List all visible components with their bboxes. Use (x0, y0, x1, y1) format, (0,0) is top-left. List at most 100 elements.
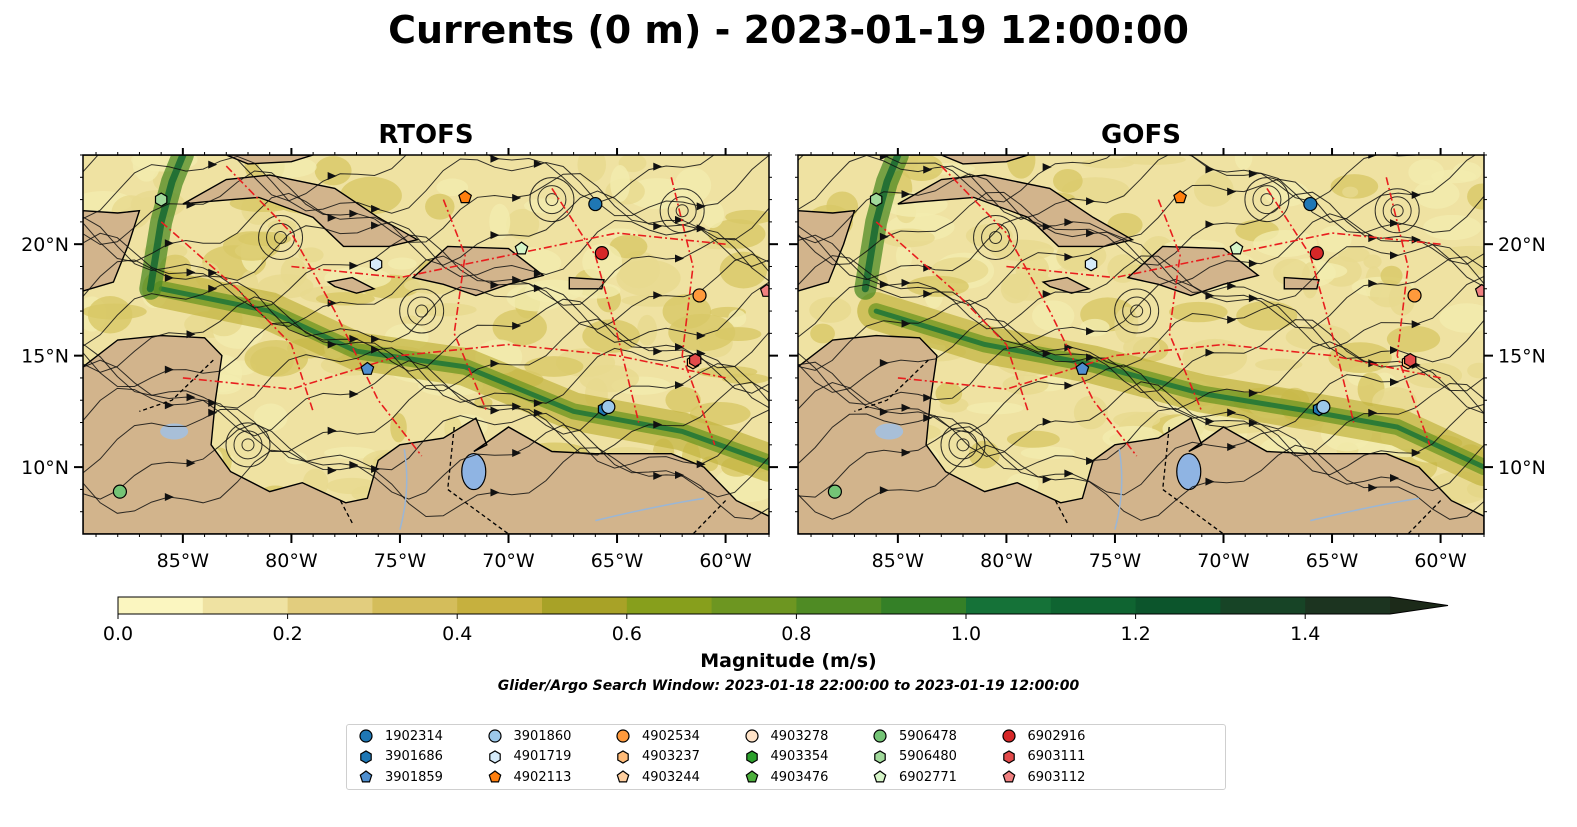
legend-label: 6903111 (1027, 749, 1086, 764)
eddy-streamline (1260, 193, 1274, 207)
lon-tick-label: 60°W (699, 550, 752, 572)
pentagon-marker-shape (1002, 770, 1015, 783)
speed-patch (719, 251, 768, 289)
streamline-arrow (696, 202, 706, 211)
eddy-streamline (258, 214, 304, 260)
maps-area: 85°W 80°W 75°W 70°W 65°W 60°W20°N15°N10°N85°W… (21, 148, 1546, 572)
speed-patch (523, 198, 565, 214)
streamline-arrow (533, 269, 543, 278)
streamline-arrow (1368, 234, 1378, 243)
legend-label: 3901859 (385, 769, 443, 785)
streamline-arrow (901, 190, 911, 199)
float-3901859 (1075, 361, 1090, 375)
streamline-arrow (1042, 289, 1052, 298)
eddy-streamline (274, 230, 288, 244)
eddy-streamline (399, 288, 445, 334)
colorbar: 0.0 0.2 0.4 0.6 0.8 1.0 1.2 1.4 (103, 596, 1449, 645)
colorbar-segment (202, 597, 289, 614)
hexagon-marker-icon (617, 749, 629, 764)
figure-title: Currents (0 m) - 2023-01-19 12:00:00 (388, 8, 1189, 52)
legend-item-6903112: 6903112 (1000, 768, 1085, 786)
lake-nicaragua (875, 423, 904, 440)
hexagon-marker-shape (617, 749, 629, 764)
circle-marker-shape (1001, 729, 1016, 743)
streamline-arrow (490, 406, 500, 415)
hexagon-marker-shape (1002, 749, 1015, 764)
legend-item-3901860: 3901860 (486, 727, 571, 745)
streamline-arrow (1086, 229, 1096, 238)
eez-boundary (225, 165, 423, 457)
colorbar-segment (1050, 597, 1137, 614)
streamline-arrow (1086, 457, 1096, 466)
lon-tick-label: 80°W (980, 550, 1033, 572)
streamline-arrow (1389, 473, 1399, 482)
streamline-arrow (186, 393, 196, 402)
hexagon-marker-shape (745, 749, 758, 764)
streamline-arrow (1248, 389, 1258, 398)
land-mass (798, 155, 1029, 165)
speed-patch (810, 323, 835, 344)
hexagon-marker-icon (745, 749, 758, 764)
pentagon-marker-icon (873, 770, 887, 783)
streamline-arrow (371, 335, 381, 344)
streamline-arrow (1368, 408, 1378, 417)
float-6902771 (514, 241, 529, 255)
circle-marker-icon (873, 729, 887, 743)
streamline-arrow (1368, 155, 1377, 159)
speed-patch (1081, 158, 1134, 169)
circle-marker-shape (359, 729, 373, 743)
lon-tick-label: 85°W (157, 550, 210, 572)
streamline-arrow (1389, 378, 1399, 387)
eddy-streamline (1252, 185, 1282, 215)
streamline-arrow (490, 359, 500, 368)
circle-marker-icon (359, 729, 373, 743)
lat-tick-label: 15°N (21, 346, 69, 368)
eez-boundary (1006, 232, 1441, 279)
streamline-arrow (901, 448, 911, 457)
lon-tick-label: 65°W (1306, 550, 1359, 572)
speed-patch (668, 313, 736, 352)
colorbar-segment (626, 597, 713, 614)
land-mass (411, 245, 545, 297)
speed-patch (1386, 325, 1441, 353)
lat-tick-label: 20°N (1498, 234, 1546, 256)
streamline-arrow (349, 460, 359, 469)
lon-tick-label: 75°W (1089, 550, 1142, 572)
circle-marker-shape (744, 729, 759, 743)
eez-boundary (182, 343, 726, 390)
country-border (338, 497, 353, 524)
streamline-arrow (1205, 291, 1215, 300)
streamline-arrow (1227, 443, 1237, 452)
speed-patch (1413, 179, 1460, 209)
streamline-arrow (1064, 218, 1074, 227)
circle-marker-shape (873, 729, 887, 743)
streamline-arrow (327, 172, 337, 181)
speed-patch (728, 309, 747, 327)
lon-tick-label: 70°W (482, 550, 535, 572)
eddy-streamline (1374, 188, 1420, 234)
eddy-streamline (675, 204, 689, 218)
streamline-arrow (490, 231, 500, 240)
streamline-arrow (653, 162, 663, 171)
speed-patch (1006, 430, 1060, 448)
speed-patch (298, 247, 324, 263)
streamline-arrow (327, 466, 337, 475)
country-border (447, 426, 509, 534)
legend-item-6902771: 6902771 (871, 768, 957, 786)
streamline-arrow (1227, 187, 1237, 196)
streamline-arrow (512, 321, 522, 330)
streamline-arrow (186, 268, 196, 277)
eddy-streamline (1244, 177, 1290, 223)
streamline-arrow (1205, 220, 1215, 229)
speed-patch (326, 477, 378, 495)
streamline-arrow (208, 268, 218, 277)
colorbar-tick-label: 0.8 (781, 623, 811, 645)
speed-patch (896, 242, 913, 270)
eez-boundary (551, 187, 640, 423)
speed-patch (1338, 246, 1370, 263)
country-border (1407, 500, 1442, 534)
speed-patch (637, 314, 658, 346)
pentagon-marker-icon (488, 770, 501, 783)
float-1902314 (588, 196, 603, 212)
float-legend: 1902314 3901686 3901859 3901860 4901719 49021… (346, 724, 1226, 790)
